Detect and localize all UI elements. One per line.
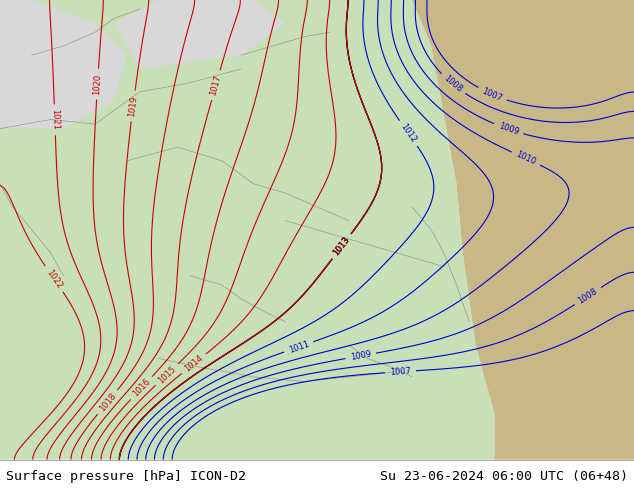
Text: 1021: 1021 xyxy=(50,109,60,130)
Text: 1013: 1013 xyxy=(332,235,352,258)
Text: 1016: 1016 xyxy=(131,377,152,399)
Text: Surface pressure [hPa] ICON-D2: Surface pressure [hPa] ICON-D2 xyxy=(6,470,247,483)
Text: 1022: 1022 xyxy=(44,268,63,290)
Polygon shape xyxy=(0,0,127,129)
Text: 1010: 1010 xyxy=(515,150,538,167)
Text: 1015: 1015 xyxy=(156,364,178,385)
Text: 1012: 1012 xyxy=(399,122,418,145)
Polygon shape xyxy=(0,0,495,460)
Text: 1020: 1020 xyxy=(93,74,103,95)
Text: 1019: 1019 xyxy=(127,95,139,117)
Text: 1018: 1018 xyxy=(98,391,118,413)
Text: Su 23-06-2024 06:00 UTC (06+48): Su 23-06-2024 06:00 UTC (06+48) xyxy=(380,470,628,483)
Text: 1013: 1013 xyxy=(332,235,352,258)
Polygon shape xyxy=(412,0,634,460)
Text: 1008: 1008 xyxy=(442,74,464,95)
Text: 1014: 1014 xyxy=(183,354,205,374)
Text: 1013: 1013 xyxy=(332,235,352,258)
Polygon shape xyxy=(114,0,285,69)
Text: 1008: 1008 xyxy=(576,287,599,306)
Text: 1009: 1009 xyxy=(497,122,520,137)
Text: 1011: 1011 xyxy=(287,339,310,355)
Text: 1007: 1007 xyxy=(389,367,411,377)
Text: 1017: 1017 xyxy=(209,74,223,97)
Text: 1009: 1009 xyxy=(349,349,372,362)
Text: 1007: 1007 xyxy=(481,86,503,103)
